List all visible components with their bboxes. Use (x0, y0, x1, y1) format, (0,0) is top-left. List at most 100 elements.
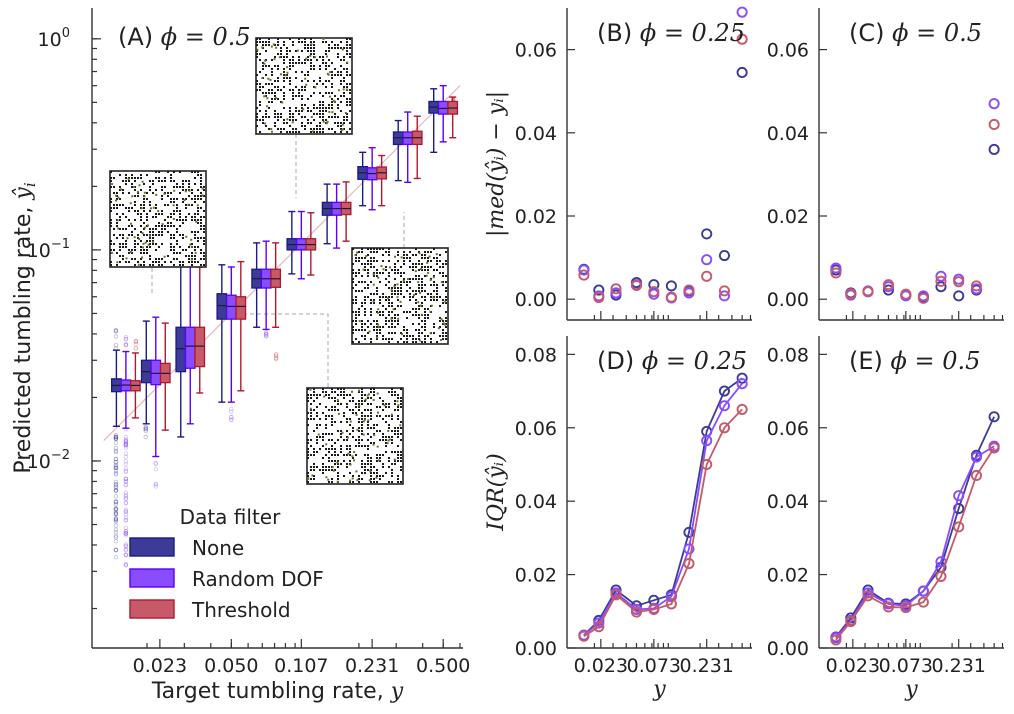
data-point (701, 435, 713, 447)
data-point (830, 267, 842, 279)
outlier-point (153, 461, 158, 467)
outlier-point (123, 561, 129, 567)
outlier-point (113, 479, 119, 485)
data-point (970, 469, 982, 482)
outlier-point (229, 406, 234, 412)
outlier-point (123, 442, 129, 447)
outlier-point (143, 424, 148, 430)
outlier-point (123, 342, 129, 347)
outlier-point (143, 428, 148, 434)
outlier-point (113, 432, 119, 438)
box (270, 242, 282, 328)
box (120, 350, 132, 429)
outlier-point (123, 496, 129, 501)
box (402, 111, 414, 184)
outlier-point (113, 436, 119, 442)
x-tick-label: 0.231 (931, 655, 985, 677)
outlier-point (123, 437, 129, 442)
series-threshold (830, 442, 1000, 646)
outlier-point (273, 353, 279, 359)
box (111, 349, 122, 427)
data-point (648, 286, 660, 298)
outlier-point (133, 346, 139, 351)
outlier-point (123, 451, 129, 456)
outlier-point (123, 443, 129, 448)
data-point (953, 521, 965, 533)
outlier-point (123, 496, 129, 501)
outlier-point (133, 341, 139, 346)
legend-swatch (129, 568, 175, 588)
outlier-point (113, 533, 119, 538)
outlier-point (113, 464, 119, 469)
outlier-point (133, 339, 139, 344)
outlier-point (133, 339, 139, 344)
outlier-point (133, 338, 139, 344)
data-point (917, 585, 929, 597)
outlier-point (113, 435, 119, 440)
outlier-point (123, 442, 129, 447)
box (357, 151, 369, 207)
inset-texture-color (307, 388, 402, 483)
outlier-point (153, 460, 158, 466)
outlier-point (113, 434, 119, 439)
outlier-point (113, 535, 119, 540)
series-none (830, 411, 1000, 643)
box-series-threshold (130, 96, 459, 431)
outlier-point (113, 506, 119, 511)
data-point (578, 630, 590, 642)
outlier-point (113, 547, 119, 552)
outlier-point (153, 467, 158, 472)
series-threshold (830, 118, 1000, 304)
outlier-point (263, 332, 269, 337)
series-none (578, 372, 748, 641)
outlier-point (113, 471, 119, 476)
outlier-point (123, 441, 129, 446)
outlier-point (263, 332, 269, 337)
outlier-point (229, 417, 234, 422)
data-point (683, 543, 695, 555)
outlier-point (123, 469, 129, 474)
data-point (882, 601, 895, 613)
data-point (882, 279, 895, 291)
outlier-point (123, 466, 129, 471)
series-line (583, 408, 743, 638)
outlier-point (123, 459, 129, 464)
data-point (900, 288, 912, 300)
panel-label: (D) ϕ = 0.25 (597, 347, 747, 375)
data-point (988, 118, 1000, 131)
data-point (736, 378, 748, 390)
data-point (683, 526, 695, 538)
outlier-point (113, 468, 119, 473)
legend-swatch (129, 537, 175, 557)
y-tick-label: 0.00 (515, 289, 557, 311)
y-tick-label: 0.02 (515, 206, 557, 228)
outlier-point (123, 544, 129, 549)
outlier-point (123, 439, 129, 444)
legend-swatch (129, 599, 175, 619)
x-axis-label: y (652, 677, 666, 702)
y-tick-label: 0.06 (515, 40, 557, 62)
data-point (701, 254, 713, 266)
panel-a: 100 10−1 10−2 0.023 0.050 0.107 0.231 0.500 Targ… (11, 8, 470, 704)
outlier-point (113, 516, 119, 521)
box (411, 115, 423, 180)
outlier-point (113, 555, 119, 560)
legend-title: Data filter (180, 505, 281, 529)
panel-b: 0.00 0.02 0.04 0.06 (B) ϕ = 0.25 |med(ŷᵢ) − y… (484, 6, 752, 321)
outlier-point (113, 472, 119, 477)
y-tick-label: 0.06 (767, 418, 809, 440)
outlier-point (123, 343, 129, 348)
box (376, 154, 388, 207)
outlier-point (113, 499, 119, 504)
box-body (184, 326, 196, 369)
box-series-random-dof (120, 84, 449, 458)
data-point (736, 403, 748, 415)
outlier-point (123, 530, 129, 536)
outlier-point (113, 440, 119, 446)
data-point (953, 276, 965, 288)
y-tick-label: 0.02 (767, 565, 809, 587)
outlier-point (123, 334, 129, 340)
data-point (900, 602, 912, 614)
